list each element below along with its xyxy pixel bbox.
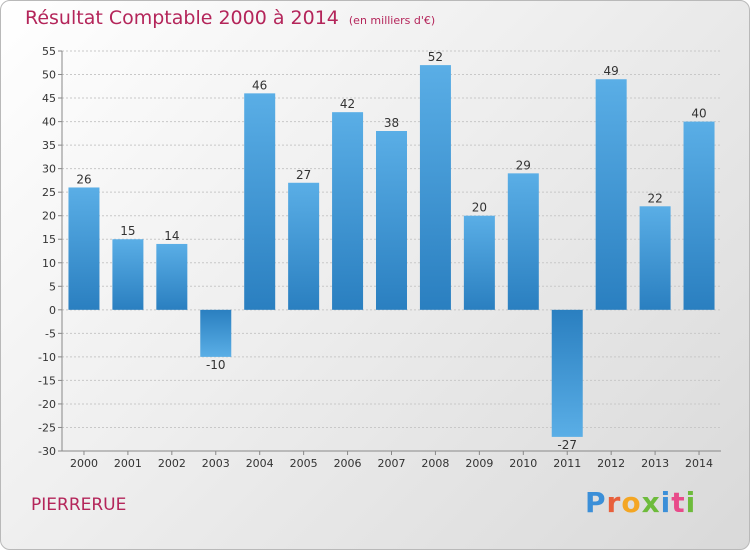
data-label: 27 — [296, 168, 311, 182]
x-tick-label: 2005 — [290, 457, 318, 470]
data-label: 42 — [340, 97, 355, 111]
y-tick-label: 30 — [42, 163, 56, 176]
y-tick-label: -30 — [38, 445, 56, 458]
y-tick-label: -10 — [38, 351, 56, 364]
x-tick-label: 2011 — [553, 457, 581, 470]
data-label: 29 — [516, 158, 531, 172]
y-tick-label: 25 — [42, 186, 56, 199]
bar-2002 — [156, 243, 188, 310]
y-tick-label: 40 — [42, 116, 56, 129]
unit-text: (en milliers d'€) — [348, 14, 436, 27]
chart-title: Résultat Comptable 2000 à 2014 (en millie… — [25, 7, 435, 29]
data-label: 49 — [604, 64, 619, 78]
bar-2008 — [419, 65, 451, 310]
x-tick-label: 2003 — [202, 457, 230, 470]
bar-2009 — [463, 215, 495, 310]
bar-2011 — [551, 309, 583, 437]
title-text: Résultat Comptable 2000 à 2014 — [25, 7, 339, 29]
data-label: 26 — [76, 172, 91, 186]
x-tick-label: 2013 — [641, 457, 669, 470]
proxiti-logo: Proxiti — [585, 486, 696, 519]
bar-2005 — [288, 182, 320, 310]
bar-2010 — [507, 173, 539, 310]
logo-letter: t — [671, 486, 686, 519]
y-tick-label: -25 — [38, 421, 56, 434]
y-tick-label: 0 — [49, 304, 56, 317]
logo-letter: P — [585, 486, 607, 519]
y-tick-label: -15 — [38, 374, 56, 387]
commune-name: PIERRERUE — [31, 495, 127, 515]
data-label: -10 — [206, 358, 226, 372]
x-tick-label: 2007 — [378, 457, 406, 470]
data-label: 20 — [472, 201, 487, 215]
y-tick-label: -20 — [38, 398, 56, 411]
data-label: 14 — [164, 229, 179, 243]
data-label: 52 — [428, 50, 443, 64]
x-tick-label: 2006 — [334, 457, 362, 470]
bar-2003 — [200, 309, 232, 357]
data-label: -27 — [557, 438, 577, 452]
x-tick-label: 2000 — [70, 457, 98, 470]
logo-letter: i — [685, 486, 697, 519]
data-label: 15 — [120, 224, 135, 238]
y-tick-label: 5 — [49, 280, 56, 293]
x-tick-label: 2004 — [246, 457, 274, 470]
data-label: 22 — [647, 191, 662, 205]
bar-2012 — [595, 79, 627, 310]
x-tick-label: 2014 — [685, 457, 713, 470]
bar-2000 — [68, 187, 100, 310]
x-tick-label: 2008 — [421, 457, 449, 470]
bar-2007 — [376, 131, 407, 310]
x-tick-label: 2009 — [465, 457, 493, 470]
logo-letter: x — [641, 486, 661, 519]
logo-letter: r — [606, 486, 622, 519]
y-tick-label: 10 — [42, 257, 56, 270]
y-tick-label: -5 — [45, 327, 56, 340]
x-tick-label: 2001 — [114, 457, 142, 470]
bar-2013 — [639, 206, 671, 310]
x-tick-label: 2012 — [597, 457, 625, 470]
y-tick-label: 35 — [42, 139, 56, 152]
logo-letter: i — [660, 486, 672, 519]
y-tick-label: 20 — [42, 210, 56, 223]
data-label: 40 — [691, 107, 706, 121]
y-tick-label: 50 — [42, 69, 56, 82]
x-tick-label: 2002 — [158, 457, 186, 470]
x-tick-label: 2010 — [509, 457, 537, 470]
y-tick-label: 45 — [42, 92, 56, 105]
bar-2001 — [112, 239, 144, 310]
data-label: 38 — [384, 116, 399, 130]
y-tick-label: 15 — [42, 233, 56, 246]
bar-2014 — [683, 121, 715, 310]
bar-2004 — [244, 93, 276, 310]
logo-letter: o — [621, 486, 642, 519]
data-label: 46 — [252, 78, 267, 92]
y-tick-label: 55 — [42, 45, 56, 58]
bar-2006 — [332, 112, 364, 310]
